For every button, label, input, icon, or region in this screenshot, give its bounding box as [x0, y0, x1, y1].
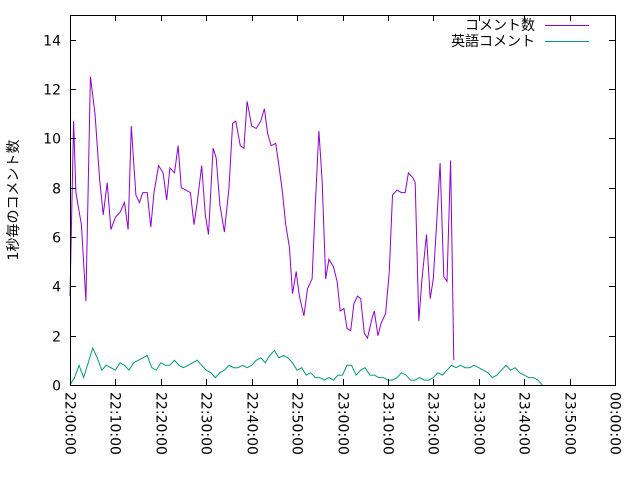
y-tick-label: 0 — [52, 379, 61, 395]
x-tick-label: 22:10:00 — [107, 392, 123, 455]
x-tick-label: 22:40:00 — [244, 392, 260, 455]
x-tick-label: 22:20:00 — [153, 392, 169, 455]
y-axis: 0 2 4 6 8 10 12 14 — [43, 34, 615, 395]
y-tick-label: 6 — [52, 231, 61, 247]
x-tick-label: 00:00:00 — [607, 392, 623, 455]
x-tick-label: 23:30:00 — [471, 392, 487, 455]
y-tick-label: 8 — [52, 182, 61, 198]
legend-label-2: 英語コメント — [451, 33, 535, 50]
series-line-2 — [69, 346, 543, 386]
x-tick-label: 23:20:00 — [425, 392, 441, 455]
series-line-1 — [69, 76, 455, 361]
y-tick-label: 14 — [43, 34, 61, 50]
x-tick-label: 23:10:00 — [380, 392, 396, 455]
y-tick-label: 10 — [43, 132, 61, 148]
y-axis-label: 1秒毎のコメント数 — [6, 140, 22, 261]
y-tick-label: 12 — [43, 83, 61, 99]
x-tick-label: 23:50:00 — [562, 392, 578, 455]
y-tick-label: 2 — [52, 330, 61, 346]
x-tick-label: 23:00:00 — [335, 392, 351, 455]
x-axis: 22:00:00 22:10:00 22:20:00 22:30:00 22:40:00… — [62, 15, 623, 455]
plot-series — [69, 76, 543, 386]
x-tick-label: 23:40:00 — [516, 392, 532, 455]
x-tick-label: 22:50:00 — [289, 392, 305, 455]
legend-label-1: コメント数 — [465, 18, 535, 34]
y-tick-label: 4 — [52, 280, 61, 296]
x-tick-label: 22:00:00 — [62, 392, 78, 455]
x-tick-label: 22:30:00 — [198, 392, 214, 455]
plot-frame — [70, 15, 616, 386]
